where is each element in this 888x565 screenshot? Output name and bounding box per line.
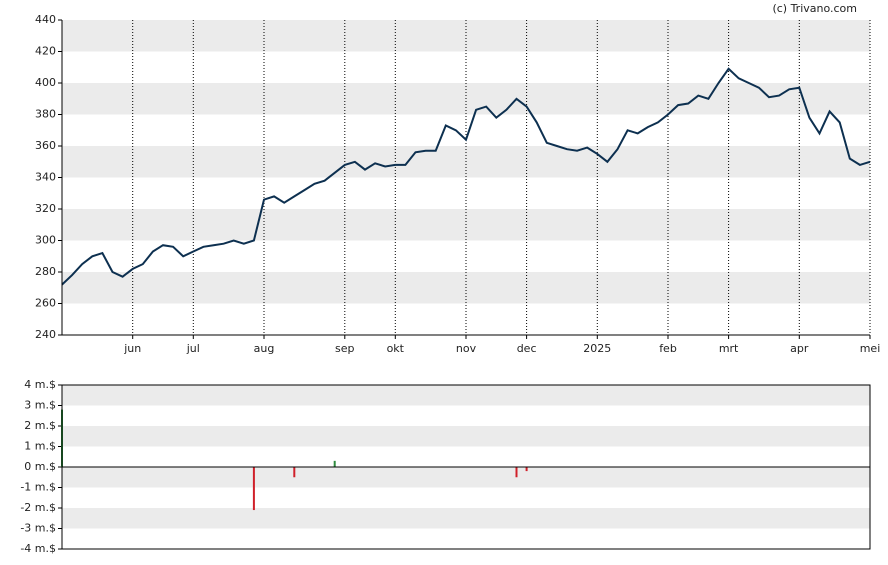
- y-tick-label: 340: [35, 171, 56, 184]
- bar: [515, 467, 518, 478]
- x-tick-label: jul: [186, 342, 200, 355]
- x-tick-label: sep: [335, 342, 354, 355]
- y-tick-label: 240: [35, 328, 56, 341]
- y-tick-label: 4 m.$: [24, 378, 56, 391]
- y-tick-label: 360: [35, 139, 56, 152]
- x-tick-label: apr: [790, 342, 809, 355]
- x-tick-label: dec: [517, 342, 537, 355]
- bar: [525, 467, 528, 472]
- grid-band: [62, 385, 870, 406]
- y-tick-label: 1 m.$: [24, 440, 56, 453]
- x-tick-label: okt: [387, 342, 405, 355]
- grid-band: [62, 467, 870, 488]
- y-tick-label: 3 m.$: [24, 399, 56, 412]
- x-tick-label: nov: [456, 342, 477, 355]
- x-tick-label: mei: [860, 342, 881, 355]
- y-tick-label: -2 m.$: [20, 501, 56, 514]
- plot-frame: [61, 384, 871, 550]
- credit: (c) Trivano.com: [772, 2, 857, 15]
- bar: [293, 467, 296, 478]
- x-tick-label: mrt: [719, 342, 739, 355]
- bar: [252, 467, 255, 511]
- bar: [333, 460, 336, 467]
- x-tick-label: 2025: [583, 342, 611, 355]
- y-tick-label: 260: [35, 297, 56, 310]
- x-tick-label: feb: [659, 342, 677, 355]
- y-tick-label: 300: [35, 234, 56, 247]
- y-tick-label: -3 m.$: [20, 522, 56, 535]
- y-tick-label: 380: [35, 108, 56, 121]
- price-line: [61, 67, 871, 286]
- y-tick-label: 320: [35, 202, 56, 215]
- y-tick-label: 440: [35, 13, 56, 26]
- y-tick-label: 280: [35, 265, 56, 278]
- y-tick-label: 2 m.$: [24, 419, 56, 432]
- grid-band: [62, 426, 870, 447]
- y-tick-label: 420: [35, 45, 56, 58]
- y-tick-label: 400: [35, 76, 56, 89]
- x-tick-label: jun: [123, 342, 141, 355]
- y-tick-label: -4 m.$: [20, 542, 56, 555]
- y-tick-label: 0 m.$: [24, 460, 56, 473]
- x-tick-label: aug: [254, 342, 275, 355]
- y-tick-label: -1 m.$: [20, 481, 56, 494]
- grid-band: [62, 508, 870, 529]
